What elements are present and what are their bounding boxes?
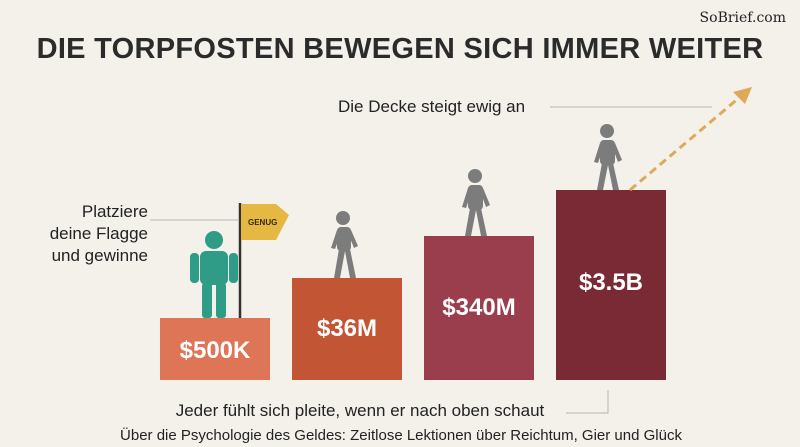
person-icon-gray-2 (462, 169, 490, 236)
bar-340m: $340M (424, 236, 534, 380)
left-label: Platziere deine Flagge und gewinne (38, 201, 148, 267)
bottom-caption: Jeder fühlt sich pleite, wenn er nach ob… (0, 401, 800, 421)
flag-label: GENUG (248, 218, 277, 227)
bottom-caption-text: Jeder fühlt sich pleite, wenn er nach ob… (175, 401, 545, 420)
bar-36m: $36M (292, 278, 402, 380)
bar-label-340m: $340M (442, 294, 516, 321)
left-label-line-1: Platziere (81, 202, 148, 221)
book-caption: Über die Psychologie des Geldes: Zeitlos… (0, 427, 800, 444)
bottom-connector-line (566, 390, 609, 414)
left-label-line-2: deine Flagge (49, 224, 148, 243)
flag-icon: GENUG (238, 203, 289, 318)
page-title: DIE TORPFOSTEN BEWEGEN SICH IMMER WEITER (36, 33, 764, 65)
bar-500k: $500K (160, 318, 270, 380)
bar-3-5b: $3.5B (556, 190, 666, 380)
ceiling-label: Die Decke steigt ewig an (338, 97, 526, 116)
book-caption-text: Über die Psychologie des Geldes: Zeitlos… (120, 427, 682, 444)
left-label-line-3: und gewinne (51, 246, 148, 265)
brand-logo: SoBrief.com (699, 10, 786, 26)
person-icon-gray-3 (594, 124, 622, 190)
person-icon-green (190, 231, 238, 318)
bar-label-36m: $36M (316, 315, 378, 342)
dashed-arrow-icon (629, 87, 752, 192)
bar-label-500k: $500K (179, 337, 251, 364)
bar-label-3-5b: $3.5B (578, 269, 644, 296)
person-icon-gray-1 (331, 211, 358, 278)
